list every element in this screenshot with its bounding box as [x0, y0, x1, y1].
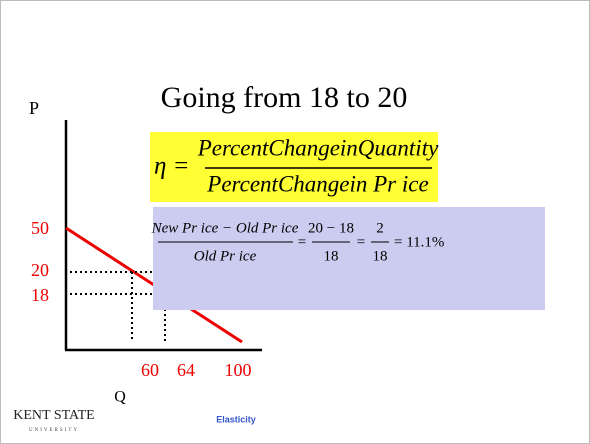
calc-box: [153, 207, 545, 310]
calc-numerator: 2: [376, 220, 384, 236]
formula-numerator: PercentChangeinQuantity: [197, 135, 439, 160]
equals: =: [357, 234, 365, 250]
calc-denominator: 18: [324, 248, 339, 264]
logo-sub: UNIVERSITY: [29, 428, 79, 433]
x-tick-label: 100: [225, 360, 252, 380]
y-tick-label: 50: [31, 218, 49, 238]
calc-denominator: 18: [373, 248, 388, 264]
y-tick-label: 20: [31, 260, 49, 280]
calc-numerator: 20 − 18: [308, 220, 354, 236]
logo: KENT STATE: [13, 408, 94, 423]
footer-label: Elasticity: [216, 414, 256, 424]
calc-result: = 11.1%: [394, 234, 444, 250]
equals: =: [298, 234, 306, 250]
formula-box: [150, 132, 438, 202]
formula-denominator: PercentChangein Pr ice: [206, 171, 428, 196]
x-tick-label: 60: [141, 360, 159, 380]
x-tick-label: 64: [177, 360, 195, 380]
calc-numerator: New Pr ice − Old Pr ice: [151, 220, 299, 236]
formula-lhs: η =: [154, 153, 190, 180]
x-axis-label: Q: [114, 389, 126, 406]
title: Going from 18 to 20: [161, 81, 408, 114]
y-axis-label: P: [29, 98, 39, 118]
calc-denominator: Old Pr ice: [194, 248, 257, 264]
y-tick-label: 18: [31, 285, 49, 305]
